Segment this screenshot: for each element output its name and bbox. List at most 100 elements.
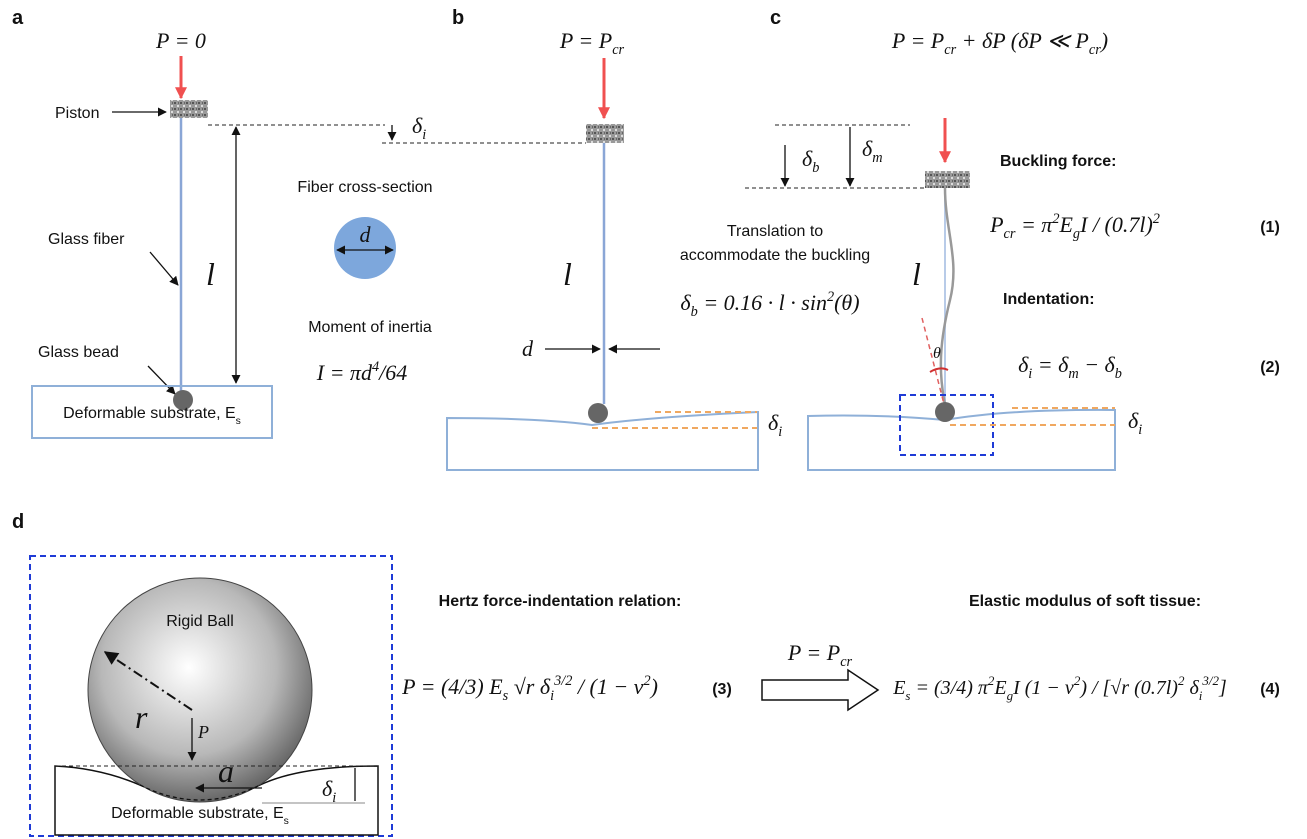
equation-part: P = (4/3) E (401, 674, 503, 699)
panel-label: a (12, 7, 24, 29)
fiber-label: Glass fiber (48, 231, 125, 248)
equation-part: 4 (372, 359, 379, 375)
equation-part: ) (1099, 28, 1108, 53)
delta-i-label: δi (1128, 408, 1142, 438)
equation-part: / (1 − ν (572, 674, 643, 699)
equation-part: ) (649, 674, 658, 699)
delta-b-label: δb (802, 146, 819, 176)
equation-1: Pcr = π2EgI / (0.7l)2 (989, 211, 1160, 242)
equation-part: Deformable substrate, (111, 805, 273, 822)
equation-part: /64 (377, 360, 407, 385)
substrate (808, 410, 1115, 470)
bead (588, 403, 608, 423)
delta-label: δi (768, 410, 782, 440)
equation-part: √r δ (508, 674, 551, 699)
radius-label: r (135, 699, 148, 735)
equation-part: i (332, 790, 336, 806)
rigid-ball (88, 578, 312, 802)
equation-part: cr (1004, 226, 1016, 242)
body: { "panels": { "a": { "label": "a", "load… (0, 0, 1307, 839)
equation-part: + δP (δP ≪ P (956, 28, 1089, 53)
equation-part: cr (612, 42, 624, 58)
equation-part: P = P (559, 28, 612, 53)
equation-part: i (1199, 688, 1203, 703)
diameter-label: d (522, 336, 534, 361)
equation-part: I / (0.7l) (1079, 212, 1153, 237)
theta-label: θ (933, 345, 941, 362)
substrate-label: Deformable substrate, Es (63, 405, 241, 427)
equation-part: P = 0 (155, 28, 206, 53)
equation-part: P = P (787, 640, 840, 665)
pointer (148, 366, 175, 394)
equation-part: ) / [√r (0.7l) (1079, 677, 1178, 699)
buckling-title: Buckling force: (1000, 153, 1116, 170)
equation-part: 3/2 (1201, 673, 1219, 688)
piston-label: Piston (55, 105, 99, 122)
load-equation: P = 0 (155, 28, 206, 53)
translation-label: accommodate the buckling (680, 247, 870, 264)
page: Buckling fiber indentation html, body { … (0, 0, 1307, 839)
equation-part: E (273, 805, 284, 822)
equation-part: i (1138, 422, 1142, 438)
ball-label: Rigid Ball (166, 613, 234, 630)
equation-part: I = πd (316, 360, 373, 385)
equation-part: b (1115, 366, 1122, 382)
equation-part: m (872, 150, 882, 166)
equation-number: (3) (712, 681, 732, 698)
equation-part: = δ (1032, 352, 1069, 377)
translation-label: Translation to (727, 223, 823, 240)
panel-label: d (12, 511, 24, 533)
equation-2: δi = δm − δb (1018, 352, 1122, 382)
equation-part: i (422, 127, 426, 143)
load-equation: P = Pcr + δP (δP ≪ Pcr) (891, 28, 1108, 58)
equation-part: i (550, 688, 554, 704)
diameter-label: d (360, 222, 372, 247)
equation-part: E (1058, 212, 1073, 237)
equation-part: δ (1184, 677, 1199, 699)
equation-3: P = (4/3) Es √r δi3/2 / (1 − ν2) (401, 673, 658, 704)
equation-part: E (225, 405, 236, 422)
contact-label: a (218, 753, 234, 789)
piston (925, 171, 970, 188)
modulus-title: Elastic modulus of soft tissue: (969, 593, 1201, 610)
cross-section-label: Fiber cross-section (297, 179, 432, 196)
equation-part: i (778, 424, 782, 440)
equation-number: (2) (1260, 359, 1280, 376)
equation-part: ] (1218, 677, 1227, 699)
length-label: l (912, 256, 921, 292)
equation-part: 2 (1153, 211, 1160, 227)
equation-part: b (812, 160, 819, 176)
equation-part: cr (840, 654, 852, 670)
equation-part: = 0.16 · l · sin (698, 290, 827, 315)
condition: P = Pcr (787, 640, 853, 670)
equation-part: I (1 − ν (1012, 677, 1074, 699)
bead-label: Glass bead (38, 344, 119, 361)
inertia-equation: I = πd4/64 (316, 359, 407, 385)
inertia-title: Moment of inertia (308, 319, 432, 336)
equation-part: P = P (891, 28, 944, 53)
equation-part: 2 (827, 289, 834, 305)
equation-part: = (3/4) π (910, 677, 988, 699)
bead (935, 402, 955, 422)
equation-part: = π (1015, 212, 1053, 237)
force-label: P (197, 722, 209, 742)
piston (586, 124, 624, 143)
equation-part: 2 (1052, 211, 1059, 227)
length-label: l (206, 256, 215, 292)
equation-part: 2 (643, 673, 650, 689)
equation-part: s (284, 816, 289, 827)
figure: a P = 0 Piston l δi Glass fiber Glass be… (0, 0, 1307, 839)
equation-4: Es = (3/4) π2EgI (1 − ν2) / [√r (0.7l)2 … (892, 673, 1227, 703)
length-label: l (563, 256, 572, 292)
panel-label: b (452, 7, 464, 29)
equation-part: Deformable substrate, (63, 405, 225, 422)
pointer (150, 252, 178, 285)
equation-part: b (691, 304, 698, 320)
buckled-fiber (941, 188, 954, 405)
equation-part: m (1068, 366, 1078, 382)
delta-m-label: δm (862, 136, 883, 166)
piston (170, 100, 208, 118)
delta-label: δi (412, 113, 426, 143)
equation-part: E (993, 677, 1006, 699)
indentation-title: Indentation: (1003, 291, 1095, 308)
